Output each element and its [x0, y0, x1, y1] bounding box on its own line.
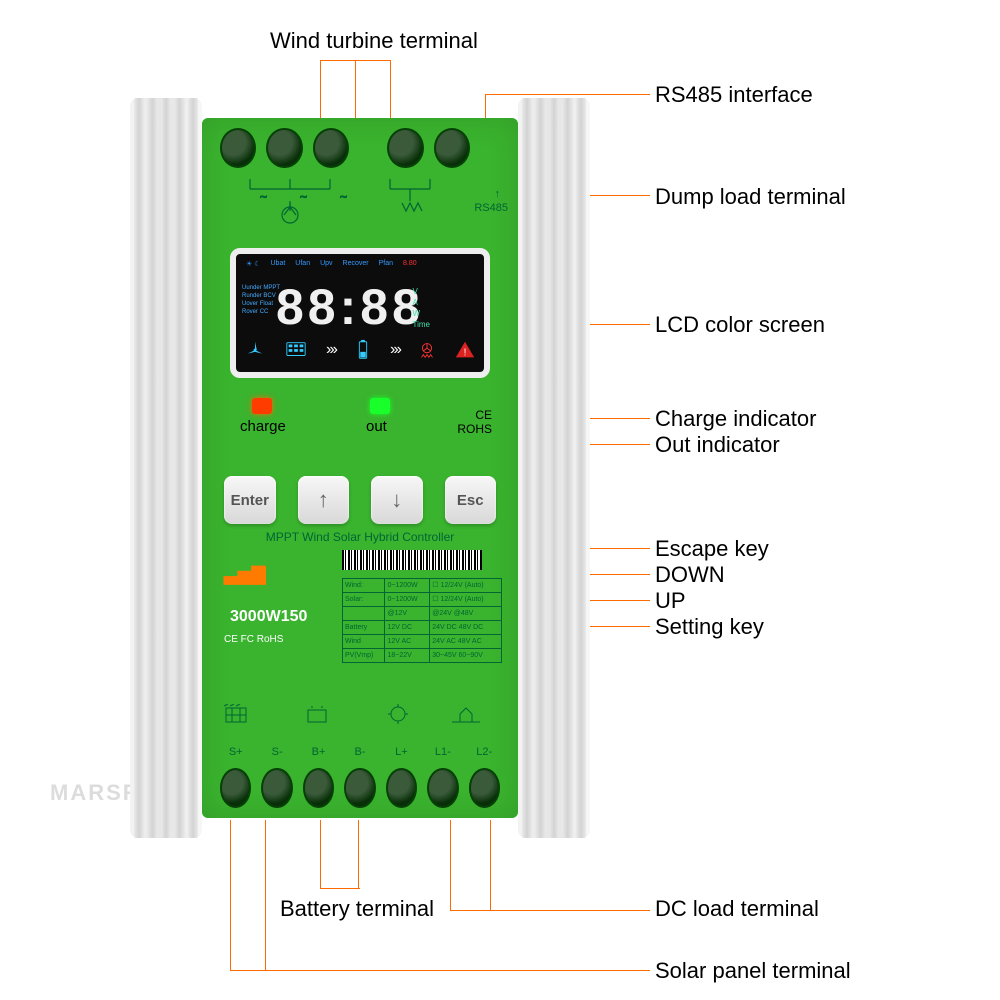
- lead-line: [450, 910, 650, 911]
- terminal-sn[interactable]: [261, 768, 292, 808]
- front-panel: ~ ~ ~ ↑ RS485 ☀ ☾ UbatUfan UpvRecover Pf…: [202, 118, 518, 818]
- terminal-dump-1[interactable]: [387, 128, 423, 168]
- rs485-arrow: ↑: [495, 188, 501, 200]
- lcd-flow-icons: ››› ››› !: [244, 336, 476, 364]
- svg-text:!: !: [464, 348, 467, 359]
- enter-button[interactable]: Enter: [224, 476, 276, 524]
- lcd-top-legend: ☀ ☾ UbatUfan UpvRecover Pfan8.80: [246, 260, 474, 276]
- callout-down: DOWN: [655, 562, 725, 588]
- terminal-l2n[interactable]: [469, 768, 500, 808]
- lcd-main-digits: 88:88: [276, 282, 424, 332]
- warning-icon: !: [454, 339, 476, 361]
- svg-text:~: ~: [340, 190, 347, 204]
- lead-line: [485, 94, 650, 95]
- callout-up: UP: [655, 588, 686, 614]
- rs485-label: RS485: [474, 202, 508, 214]
- solar-icon: [282, 339, 310, 361]
- lcd-units: VA WTime: [413, 286, 430, 330]
- out-led: [370, 398, 390, 414]
- terminal-lp[interactable]: [386, 768, 417, 808]
- top-terminals: [220, 128, 470, 168]
- top-schematic-icon: ~ ~ ~: [220, 173, 500, 243]
- down-button[interactable]: ↓: [371, 476, 423, 524]
- heatsink-left: [130, 98, 202, 838]
- device-enclosure: ~ ~ ~ ↑ RS485 ☀ ☾ UbatUfan UpvRecover Pf…: [130, 98, 590, 838]
- callout-charge: Charge indicator: [655, 406, 816, 432]
- brand-logo: ▃▅▇: [224, 564, 266, 585]
- lead-line: [320, 60, 390, 61]
- battery-icon: [352, 339, 374, 361]
- wind-icon: [244, 339, 266, 361]
- callout-solar: Solar panel terminal: [655, 958, 851, 984]
- terminal-sp[interactable]: [220, 768, 251, 808]
- up-button[interactable]: ↑: [298, 476, 350, 524]
- lead-line: [265, 820, 266, 970]
- model-number: 3000W150: [230, 608, 307, 626]
- lcd-screen: ☀ ☾ UbatUfan UpvRecover Pfan8.80 Uunder …: [230, 248, 490, 378]
- terminal-dump-2[interactable]: [434, 128, 470, 168]
- heatsink-right: [518, 98, 590, 838]
- callout-dump: Dump load terminal: [655, 184, 846, 210]
- lead-line: [320, 888, 360, 889]
- barcode: [342, 550, 482, 570]
- svg-text:~: ~: [260, 190, 267, 204]
- terminal-wind-2[interactable]: [266, 128, 302, 168]
- terminal-bp[interactable]: [303, 768, 334, 808]
- charge-label: charge: [240, 418, 286, 435]
- flow-arrows-2: ›››: [390, 341, 400, 359]
- callout-wind-turbine: Wind turbine terminal: [270, 28, 478, 54]
- bottom-icon-row: [220, 704, 500, 734]
- terminal-bn[interactable]: [344, 768, 375, 808]
- load-icon: [416, 339, 438, 361]
- charge-led: [252, 398, 272, 414]
- esc-button[interactable]: Esc: [445, 476, 497, 524]
- callout-lcd: LCD color screen: [655, 312, 825, 338]
- callout-rs485: RS485 interface: [655, 82, 813, 108]
- product-subtitle: MPPT Wind Solar Hybrid Controller: [202, 530, 518, 544]
- terminal-wind-1[interactable]: [220, 128, 256, 168]
- svg-text:~: ~: [300, 190, 307, 204]
- callout-battery: Battery terminal: [280, 896, 434, 922]
- certifications: CE FC RoHS: [224, 634, 283, 645]
- terminal-wind-3[interactable]: [313, 128, 349, 168]
- lead-line: [230, 820, 231, 970]
- terminal-l1n[interactable]: [427, 768, 458, 808]
- callout-escape: Escape key: [655, 536, 769, 562]
- flow-arrows-1: ›››: [326, 341, 336, 359]
- out-label: out: [366, 418, 387, 435]
- callout-out: Out indicator: [655, 432, 780, 458]
- button-row: Enter ↑ ↓ Esc: [224, 476, 496, 524]
- ce-rohs: CE ROHS: [457, 408, 492, 436]
- bottom-terminals: [220, 768, 500, 808]
- callout-setting: Setting key: [655, 614, 764, 640]
- lead-line: [230, 970, 650, 971]
- spec-table: Wind:0~1200W☐ 12/24V (Auto) Solar:0~1200…: [342, 578, 502, 663]
- bottom-terminal-labels: S+ S- B+ B- L+ L1- L2-: [220, 746, 500, 758]
- lcd-side-legend: Uunder MPPT Runder BCV Uover Float Rover…: [242, 284, 280, 316]
- callout-dcload: DC load terminal: [655, 896, 819, 922]
